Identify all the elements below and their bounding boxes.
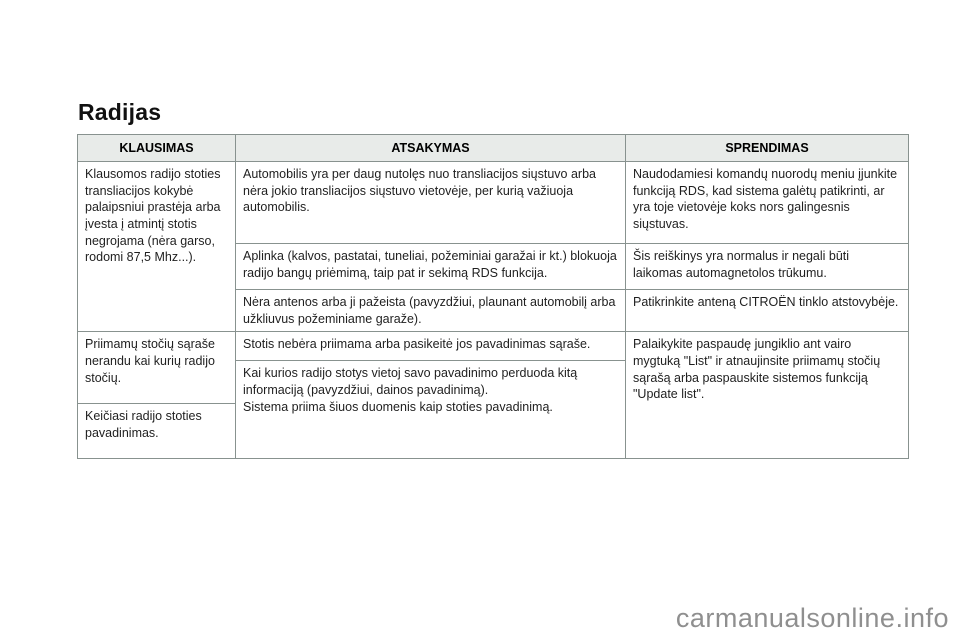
answer-cell-environment-blocking: Aplinka (kalvos, pastatai, tuneliai, pož… xyxy=(235,243,626,290)
table-row: Kai kurios radijo stotys vietoj savo pav… xyxy=(78,360,909,460)
answer-cell-transmitter-distance: Automobilis yra per daug nutolęs nuo tra… xyxy=(235,161,626,244)
table-header-row: KLAUSIMAS ATSAKYMAS SPRENDIMAS xyxy=(77,134,909,162)
watermark: carmanualsonline.info xyxy=(675,603,949,633)
solution-cell-check-antenna: Patikrinkite anteną CITROËN tinklo atsto… xyxy=(625,288,909,333)
table-row: Aplinka (kalvos, pastatai, tuneliai, pož… xyxy=(78,243,909,290)
answer-line-other-information: Kai kurios radijo stotys vietoj savo pav… xyxy=(243,366,578,397)
column-header-sprendimas: SPRENDIMAS xyxy=(625,134,909,162)
solution-cell-rds-function: Naudodamiesi komandų nuorodų meniu įjunk… xyxy=(625,161,909,244)
answer-cell-station-name-data: Kai kurios radijo stotys vietoj savo pav… xyxy=(235,360,626,460)
answer-cell-station-not-received: Stotis nebėra priimama arba pasikeitė jo… xyxy=(235,331,626,362)
table-row: Nėra antenos arba ji pažeista (pavyzdžiu… xyxy=(78,288,909,333)
column-header-klausimas: KLAUSIMAS xyxy=(77,134,236,162)
answer-line-system-accepts: Sistema priima šiuos duomenis kaip stoti… xyxy=(243,399,553,414)
solution-cell-update-list: Palaikykite paspaudę jungiklio ant vairo… xyxy=(625,331,909,460)
solution-cell-normal-phenomenon: Šis reiškinys yra normalus ir negali būt… xyxy=(625,243,909,290)
answer-cell-antenna-damaged: Nėra antenos arba ji pažeista (pavyzdžiu… xyxy=(235,288,626,333)
page-content: Radijas KLAUSIMAS ATSAKYMAS SPRENDIMAS K… xyxy=(77,99,909,460)
table-row: Klausomos radijo stoties transliacijos k… xyxy=(77,160,909,333)
table-row: Priimamų stočių sąraše nerandu kai kurių… xyxy=(77,331,909,460)
question-cell-stations-missing: Priimamų stočių sąraše nerandu kai kurių… xyxy=(77,331,236,405)
table-row: Keičiasi radijo stoties pavadinimas. xyxy=(77,403,909,460)
page-title: Radijas xyxy=(78,99,162,125)
question-cell-name-changes: Keičiasi radijo stoties pavadinimas. xyxy=(77,403,236,460)
column-header-atsakymas: ATSAKYMAS xyxy=(235,134,626,162)
question-cell-signal-quality: Klausomos radijo stoties transliacijos k… xyxy=(77,160,236,333)
radio-troubleshooting-table: KLAUSIMAS ATSAKYMAS SPRENDIMAS Klausomos… xyxy=(77,134,909,460)
